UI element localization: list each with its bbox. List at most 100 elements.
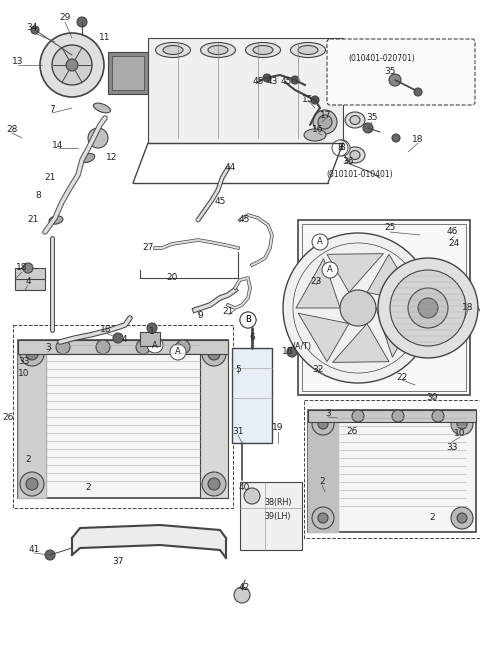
- Text: 16: 16: [312, 125, 324, 134]
- Ellipse shape: [298, 45, 318, 55]
- Text: 21: 21: [27, 215, 39, 225]
- Bar: [302, 224, 466, 391]
- Polygon shape: [296, 259, 340, 308]
- Text: 40: 40: [238, 484, 250, 493]
- Circle shape: [318, 115, 332, 129]
- Bar: [18, 340, 46, 498]
- Circle shape: [208, 478, 220, 490]
- Ellipse shape: [350, 80, 360, 90]
- Text: 46: 46: [446, 228, 458, 236]
- Text: 34: 34: [26, 23, 38, 32]
- Bar: [298, 220, 470, 395]
- Circle shape: [136, 340, 150, 354]
- Text: 24: 24: [448, 239, 460, 249]
- Circle shape: [96, 340, 110, 354]
- Circle shape: [20, 342, 44, 366]
- Circle shape: [313, 110, 337, 134]
- Text: 45: 45: [238, 215, 250, 225]
- Circle shape: [56, 340, 70, 354]
- Circle shape: [390, 270, 466, 346]
- Text: 18: 18: [282, 347, 294, 356]
- Text: 33: 33: [446, 443, 458, 452]
- Ellipse shape: [350, 151, 360, 160]
- Text: 14: 14: [52, 140, 64, 149]
- Circle shape: [291, 76, 299, 84]
- Text: 23: 23: [310, 278, 322, 286]
- Circle shape: [240, 312, 256, 328]
- Circle shape: [283, 233, 433, 383]
- Circle shape: [147, 323, 157, 333]
- Text: 6: 6: [249, 334, 255, 343]
- Ellipse shape: [245, 42, 280, 58]
- Polygon shape: [18, 340, 46, 498]
- Text: 10: 10: [18, 369, 30, 378]
- Bar: [308, 410, 338, 532]
- Circle shape: [202, 342, 226, 366]
- Circle shape: [457, 419, 467, 429]
- Circle shape: [312, 413, 334, 435]
- Text: 45: 45: [280, 77, 292, 86]
- Text: 36: 36: [342, 158, 354, 167]
- Ellipse shape: [81, 154, 95, 162]
- Ellipse shape: [208, 45, 228, 55]
- Text: 21: 21: [44, 173, 56, 182]
- Circle shape: [332, 140, 348, 156]
- Text: B: B: [245, 315, 251, 324]
- Ellipse shape: [350, 116, 360, 125]
- Text: 1: 1: [149, 328, 155, 336]
- Circle shape: [244, 488, 260, 504]
- Circle shape: [352, 410, 364, 422]
- Text: 8: 8: [35, 191, 41, 199]
- Bar: [308, 410, 476, 422]
- Text: 28: 28: [6, 125, 18, 134]
- Text: 18: 18: [462, 304, 474, 313]
- Circle shape: [340, 290, 376, 326]
- Circle shape: [432, 410, 444, 422]
- Text: 20: 20: [166, 273, 178, 282]
- Text: 35: 35: [366, 114, 378, 123]
- Circle shape: [451, 507, 473, 529]
- Ellipse shape: [94, 103, 110, 113]
- Circle shape: [334, 140, 350, 156]
- Circle shape: [113, 333, 123, 343]
- Circle shape: [240, 312, 256, 328]
- Ellipse shape: [345, 77, 365, 93]
- Text: 26: 26: [346, 428, 358, 437]
- Circle shape: [457, 513, 467, 523]
- Text: 33: 33: [18, 358, 30, 367]
- Text: 2: 2: [429, 513, 435, 522]
- Bar: [13, 325, 233, 508]
- Circle shape: [318, 513, 328, 523]
- Text: 27: 27: [142, 243, 154, 252]
- Circle shape: [378, 258, 478, 358]
- Circle shape: [23, 263, 33, 273]
- Ellipse shape: [345, 147, 365, 163]
- Text: 26: 26: [2, 413, 14, 422]
- Text: 10: 10: [454, 430, 466, 439]
- Text: B: B: [339, 143, 345, 153]
- Circle shape: [88, 128, 108, 148]
- Text: 3: 3: [325, 410, 331, 419]
- Circle shape: [293, 243, 423, 373]
- Ellipse shape: [345, 112, 365, 128]
- Text: 15: 15: [302, 95, 314, 104]
- FancyBboxPatch shape: [327, 39, 475, 105]
- Circle shape: [389, 74, 401, 86]
- Text: 2: 2: [85, 484, 91, 493]
- Text: A: A: [152, 341, 158, 350]
- Text: 4: 4: [121, 336, 127, 345]
- Text: A: A: [175, 347, 181, 356]
- Text: 45: 45: [252, 77, 264, 86]
- Text: 38(RH): 38(RH): [264, 498, 292, 506]
- Text: 39(LH): 39(LH): [265, 511, 291, 520]
- Text: 42: 42: [239, 583, 250, 593]
- Circle shape: [26, 348, 38, 360]
- Polygon shape: [367, 254, 418, 303]
- Text: 31: 31: [232, 428, 244, 437]
- Circle shape: [312, 507, 334, 529]
- Text: 2: 2: [319, 478, 325, 487]
- Text: 43: 43: [266, 77, 278, 86]
- Polygon shape: [327, 254, 384, 293]
- Ellipse shape: [253, 45, 273, 55]
- Circle shape: [418, 298, 438, 318]
